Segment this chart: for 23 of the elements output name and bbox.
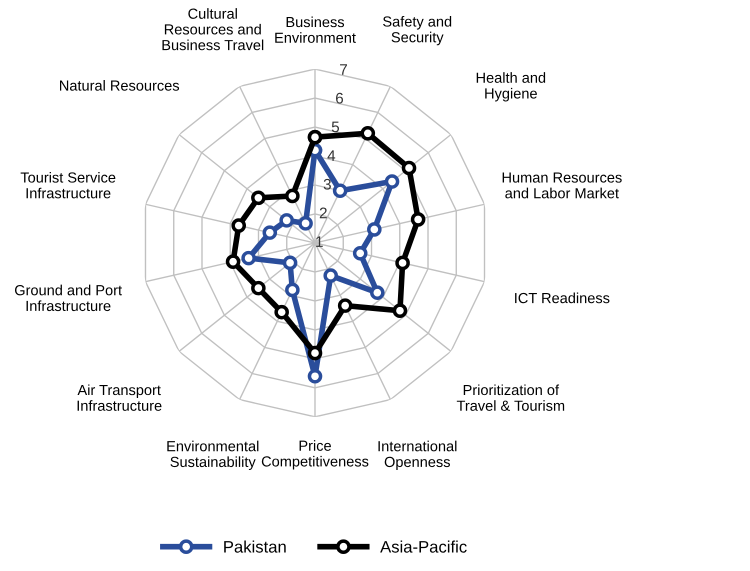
y-tick-label: 4 bbox=[327, 150, 336, 161]
y-tick-label: 1 bbox=[316, 236, 323, 247]
spoke-label: Human Resources and Labor Market bbox=[502, 172, 622, 198]
y-tick-label: 7 bbox=[340, 64, 347, 75]
y-tick-label: 3 bbox=[324, 178, 331, 190]
y-tick-label: 5 bbox=[332, 122, 340, 132]
spoke-label: Prioritization of Travel & Tourism bbox=[456, 384, 564, 411]
spoke-label: Cultural Resources and Business Travel bbox=[162, 8, 264, 50]
spoke-label: Air Transport Infrastructure bbox=[77, 384, 162, 411]
spoke-label: Tourist Service Infrastructure bbox=[20, 172, 116, 198]
spoke-label: Environmental Sustainability bbox=[167, 440, 258, 470]
spoke-label: Natural Resources bbox=[60, 80, 180, 91]
spoke-label: Safety and Security bbox=[383, 16, 452, 46]
spoke-label: Business Environment bbox=[275, 16, 356, 43]
legend-label: Pakistan bbox=[224, 540, 286, 553]
y-tick-label: 2 bbox=[320, 208, 327, 218]
spoke-label: Price Competitiveness bbox=[262, 440, 368, 470]
spoke-label: Health and Hygiene bbox=[476, 72, 546, 102]
legend-label: Asia-Pacific bbox=[380, 540, 467, 553]
y-tick-label: 6 bbox=[336, 92, 344, 104]
spoke-label: ICT Readiness bbox=[515, 292, 610, 304]
spoke-label: International Openness bbox=[378, 440, 456, 470]
spoke-label: Ground and Port Infrastructure bbox=[14, 284, 122, 312]
